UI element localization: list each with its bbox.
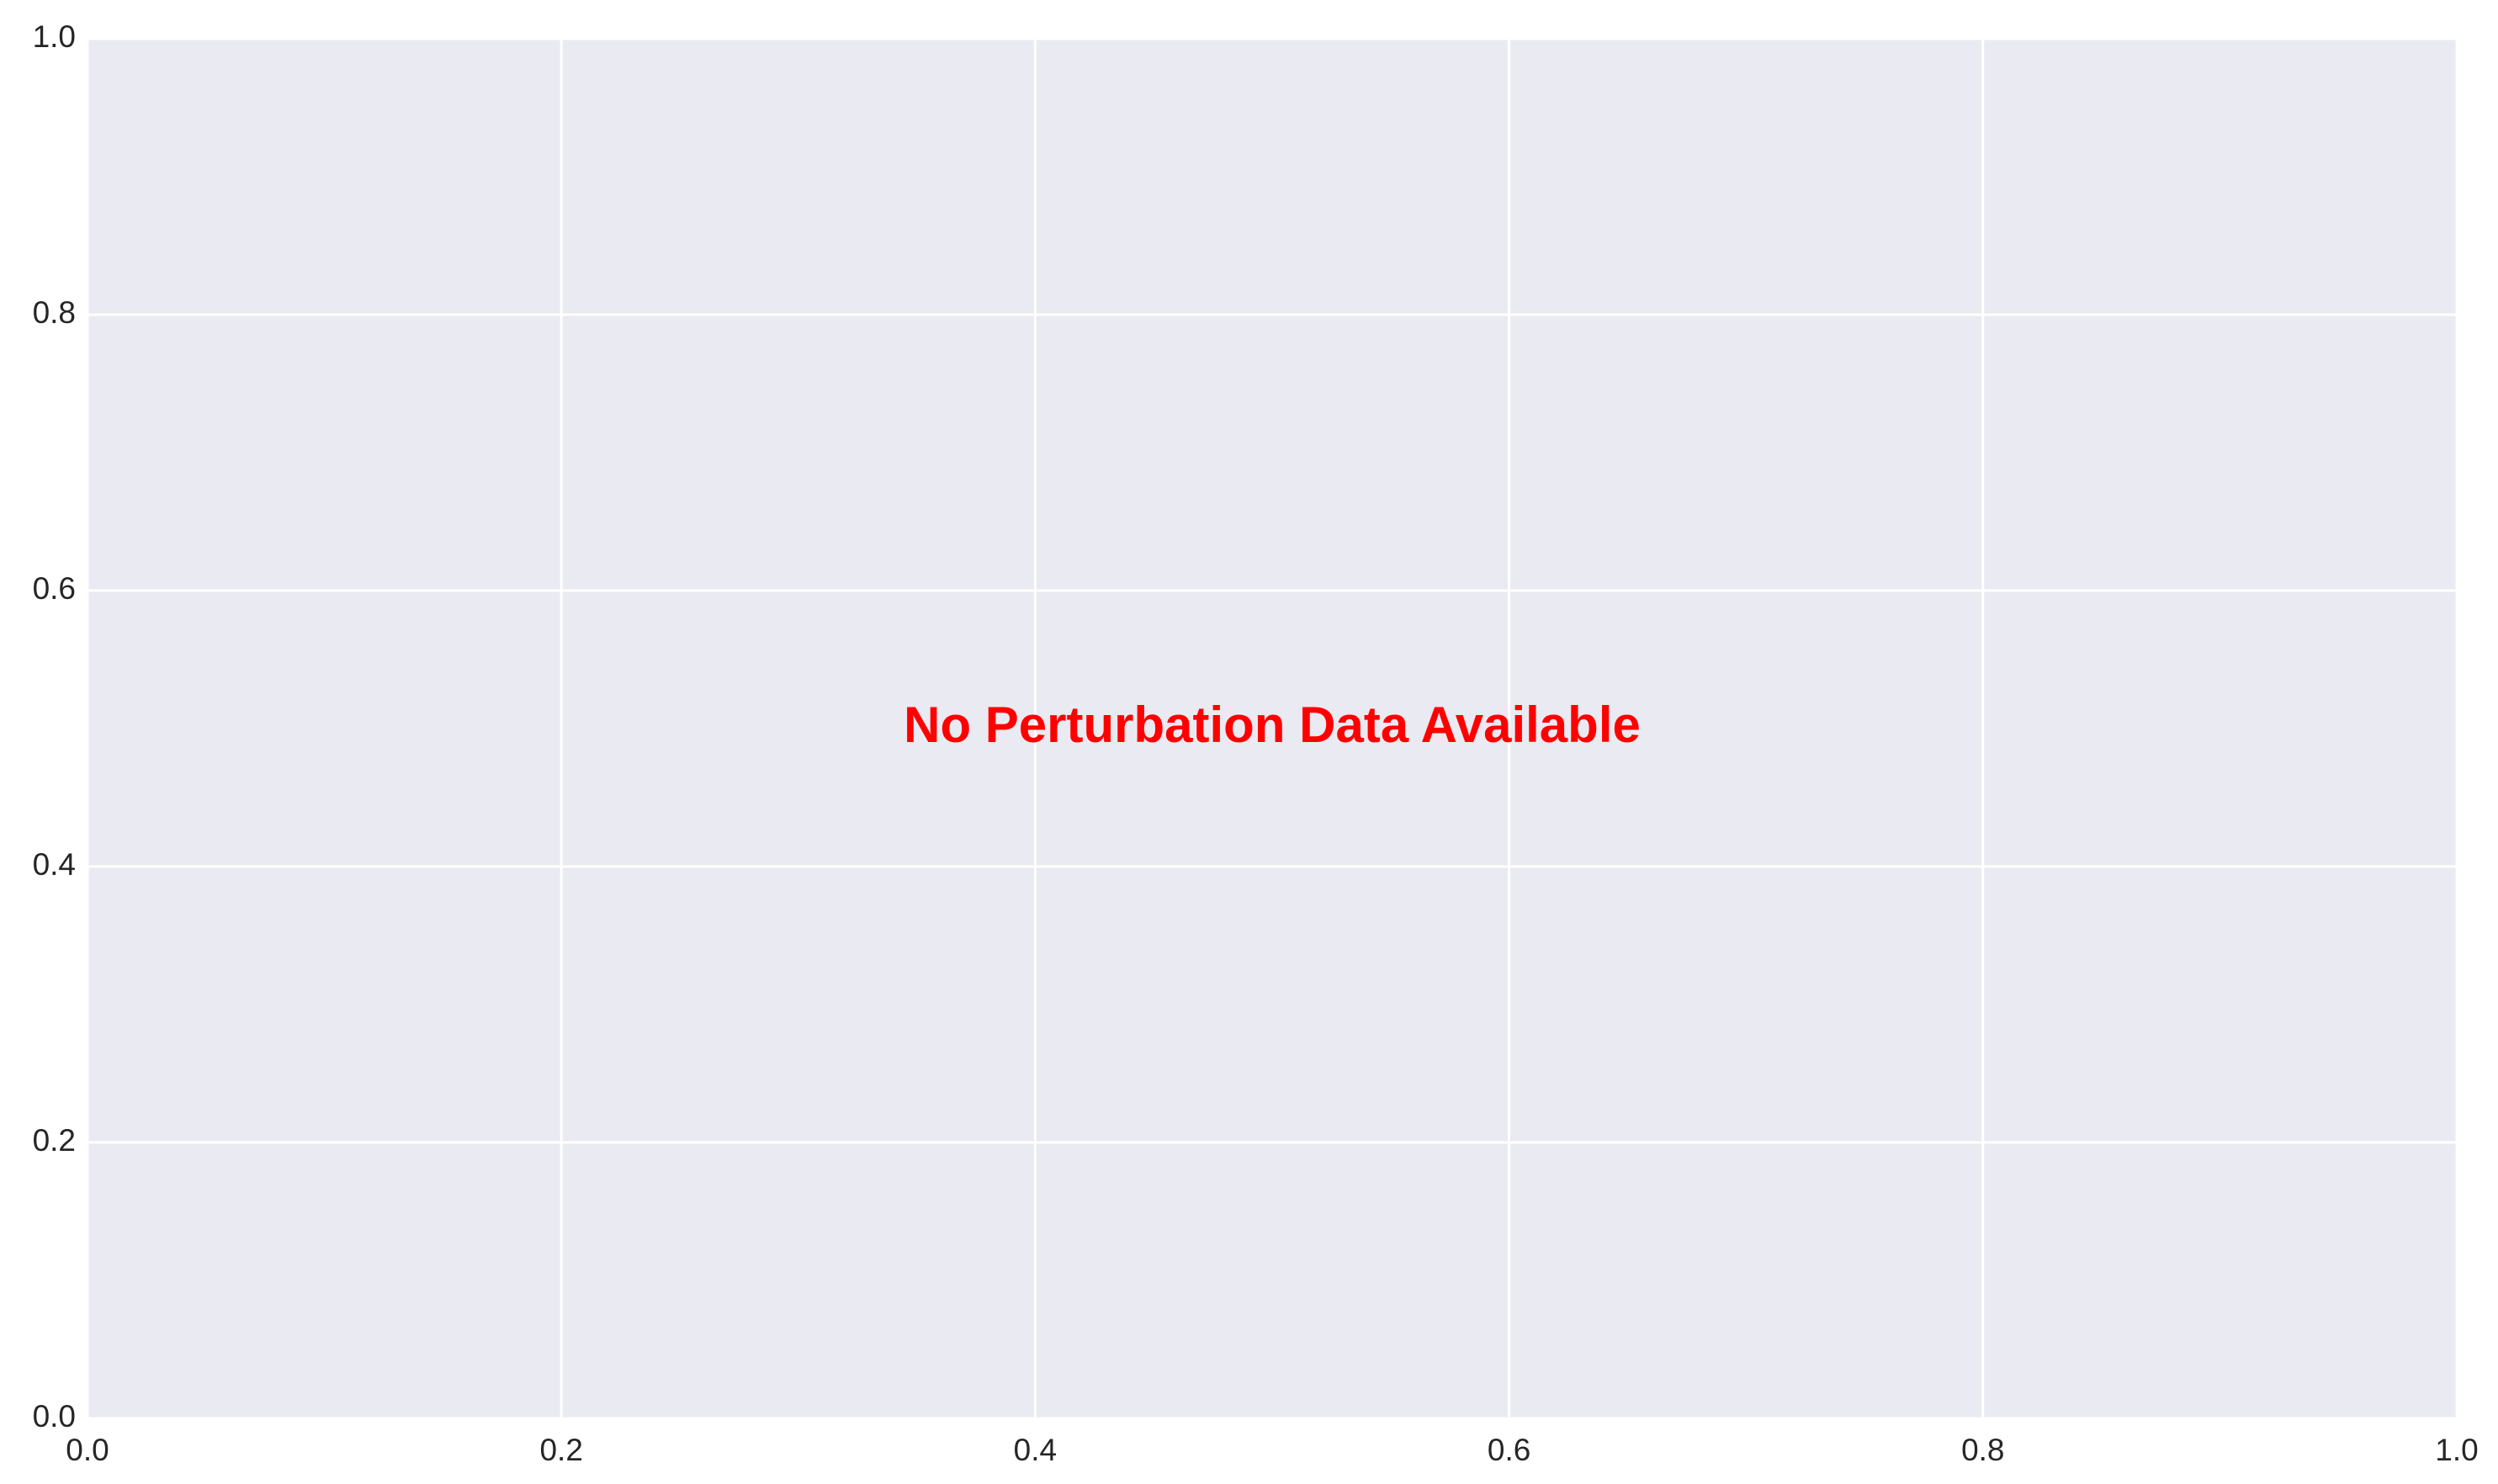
y-tick-label: 0.6 [33,571,76,606]
no-data-annotation: No Perturbation Data Available [904,697,1641,753]
y-axis-tick-labels: 0.0 0.2 0.4 0.6 0.8 1.0 [33,19,76,1434]
y-tick-label: 0.2 [33,1123,76,1158]
y-tick-label: 0.8 [33,295,76,330]
x-tick-label: 1.0 [2435,1433,2478,1467]
y-tick-label: 0.0 [33,1399,76,1434]
plot-area [88,39,2457,1418]
x-tick-label: 0.6 [1488,1433,1530,1467]
x-axis-tick-labels: 0.0 0.2 0.4 0.6 0.8 1.0 [66,1433,2478,1467]
x-tick-label: 0.2 [539,1433,582,1467]
y-tick-label: 0.4 [33,847,76,882]
x-tick-label: 0.8 [1961,1433,2004,1467]
x-tick-label: 0.0 [66,1433,109,1467]
x-tick-label: 0.4 [1014,1433,1057,1467]
y-tick-label: 1.0 [33,19,76,54]
grid-lines [86,37,2458,1420]
